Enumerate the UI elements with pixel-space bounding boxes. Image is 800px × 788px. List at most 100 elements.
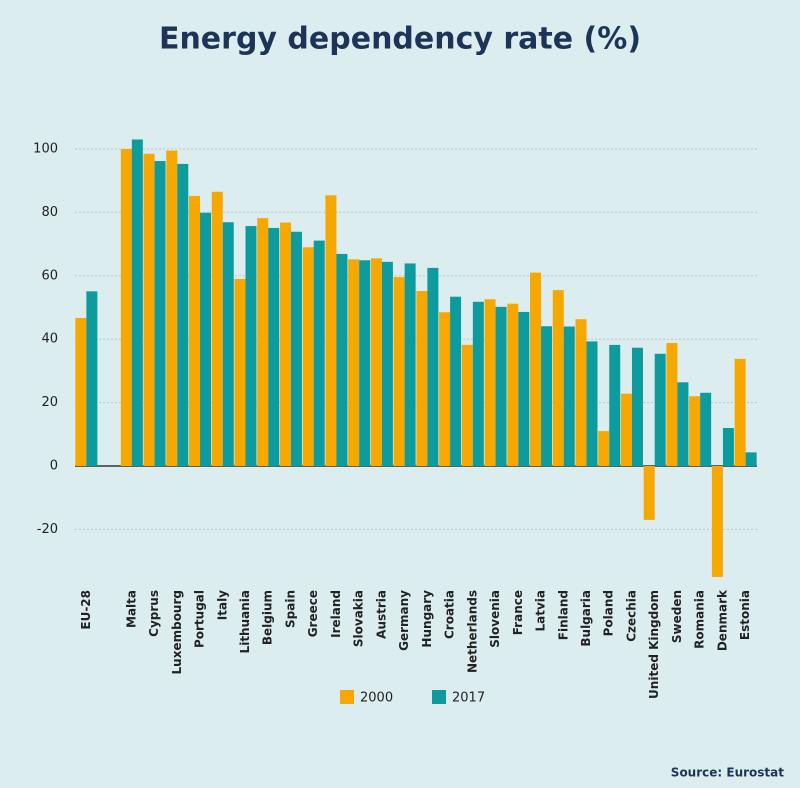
- bar: [381, 261, 393, 466]
- source: Source: Eurostat: [671, 766, 784, 780]
- bar: [268, 227, 280, 466]
- bar: [711, 466, 723, 577]
- bar: [530, 272, 542, 466]
- x-tick-label: Denmark: [715, 589, 729, 651]
- bar: [609, 344, 621, 466]
- x-tick-label: Poland: [602, 590, 616, 636]
- bar: [700, 392, 712, 466]
- bar: [279, 222, 291, 466]
- bar: [631, 347, 643, 466]
- x-tick-label: Netherlands: [465, 590, 479, 673]
- bar: [257, 218, 269, 466]
- y-tick-label: 40: [41, 332, 58, 347]
- bar: [404, 263, 416, 466]
- bar: [336, 253, 348, 466]
- bar: [620, 393, 632, 466]
- x-tick-label: Hungary: [420, 590, 434, 648]
- bar: [666, 343, 678, 466]
- legend-swatch: [432, 690, 446, 704]
- bar: [325, 195, 337, 467]
- bar: [359, 260, 371, 466]
- bar: [245, 226, 257, 466]
- bar: [439, 312, 451, 466]
- bar: [541, 326, 553, 466]
- bar: [677, 382, 689, 466]
- bar: [450, 296, 462, 466]
- bar: [495, 306, 507, 466]
- bar: [302, 247, 314, 466]
- bar: [166, 150, 178, 466]
- legend-label: 2017: [452, 691, 485, 706]
- bar: [416, 291, 428, 466]
- bar: [120, 149, 132, 466]
- bar: [75, 317, 87, 466]
- x-tick-label: Czechia: [624, 590, 638, 642]
- bar: [86, 291, 98, 466]
- bar: [507, 303, 519, 466]
- bar: [484, 299, 496, 466]
- x-tick-label: Sweden: [670, 590, 684, 643]
- x-tick-label: Finland: [556, 590, 570, 640]
- x-tick-label: Estonia: [738, 590, 752, 640]
- y-tick-label: -20: [37, 522, 58, 537]
- x-tick-label: Ireland: [329, 590, 343, 638]
- bar: [745, 452, 757, 466]
- x-tick-label: Cyprus: [147, 590, 161, 637]
- bar: [222, 222, 234, 466]
- bar: [200, 212, 212, 466]
- x-tick-label: Bulgaria: [579, 590, 593, 647]
- x-tick-label: Slovenia: [488, 590, 502, 648]
- y-tick-label: 0: [50, 459, 58, 474]
- bar: [575, 319, 587, 466]
- bar: [131, 139, 143, 467]
- bar: [393, 277, 405, 466]
- bar: [234, 278, 246, 466]
- bar: [461, 344, 473, 466]
- bar: [211, 191, 223, 467]
- x-tick-label: Greece: [306, 590, 320, 637]
- y-tick-label: 100: [33, 142, 58, 157]
- legend-label: 2000: [360, 691, 393, 706]
- x-tick-label: Lithuania: [238, 590, 252, 653]
- bar: [154, 161, 166, 466]
- bar: [370, 258, 382, 466]
- x-tick-label: Austria: [374, 590, 388, 639]
- bar: [654, 353, 666, 466]
- bar: [143, 153, 155, 466]
- chart-title: Energy dependency rate (%): [159, 22, 641, 57]
- x-tick-label: Croatia: [443, 590, 457, 639]
- x-tick-label: Romania: [693, 590, 707, 649]
- x-tick-label: France: [511, 590, 525, 635]
- x-tick-label: Belgium: [261, 590, 275, 645]
- x-tick-label: Malta: [124, 590, 138, 628]
- x-tick-label: EU-28: [79, 590, 93, 630]
- bar: [518, 311, 530, 466]
- x-tick-label: Slovakia: [352, 590, 366, 647]
- x-tick-label: Spain: [283, 590, 297, 628]
- x-tick-label: Italy: [215, 590, 229, 620]
- bar: [598, 431, 610, 466]
- x-tick-label: Luxembourg: [170, 590, 184, 674]
- bar: [472, 301, 484, 466]
- y-tick-label: 60: [41, 268, 58, 283]
- bar: [586, 341, 598, 466]
- x-tick-label: United Kingdom: [647, 590, 661, 699]
- bar: [189, 195, 201, 466]
- bar: [722, 427, 734, 466]
- bar: [552, 290, 564, 466]
- y-tick-label: 80: [41, 205, 58, 220]
- x-tick-label: Germany: [397, 590, 411, 651]
- bar: [177, 163, 189, 467]
- bar: [563, 326, 575, 466]
- x-tick-label: Portugal: [193, 590, 207, 648]
- bar: [689, 396, 701, 466]
- x-tick-label: Latvia: [534, 590, 548, 632]
- bar: [643, 466, 655, 520]
- legend-swatch: [340, 690, 354, 704]
- bar: [427, 267, 439, 466]
- bar: [348, 259, 360, 466]
- bar: [313, 240, 325, 466]
- bar: [734, 358, 746, 466]
- bar: [290, 231, 302, 466]
